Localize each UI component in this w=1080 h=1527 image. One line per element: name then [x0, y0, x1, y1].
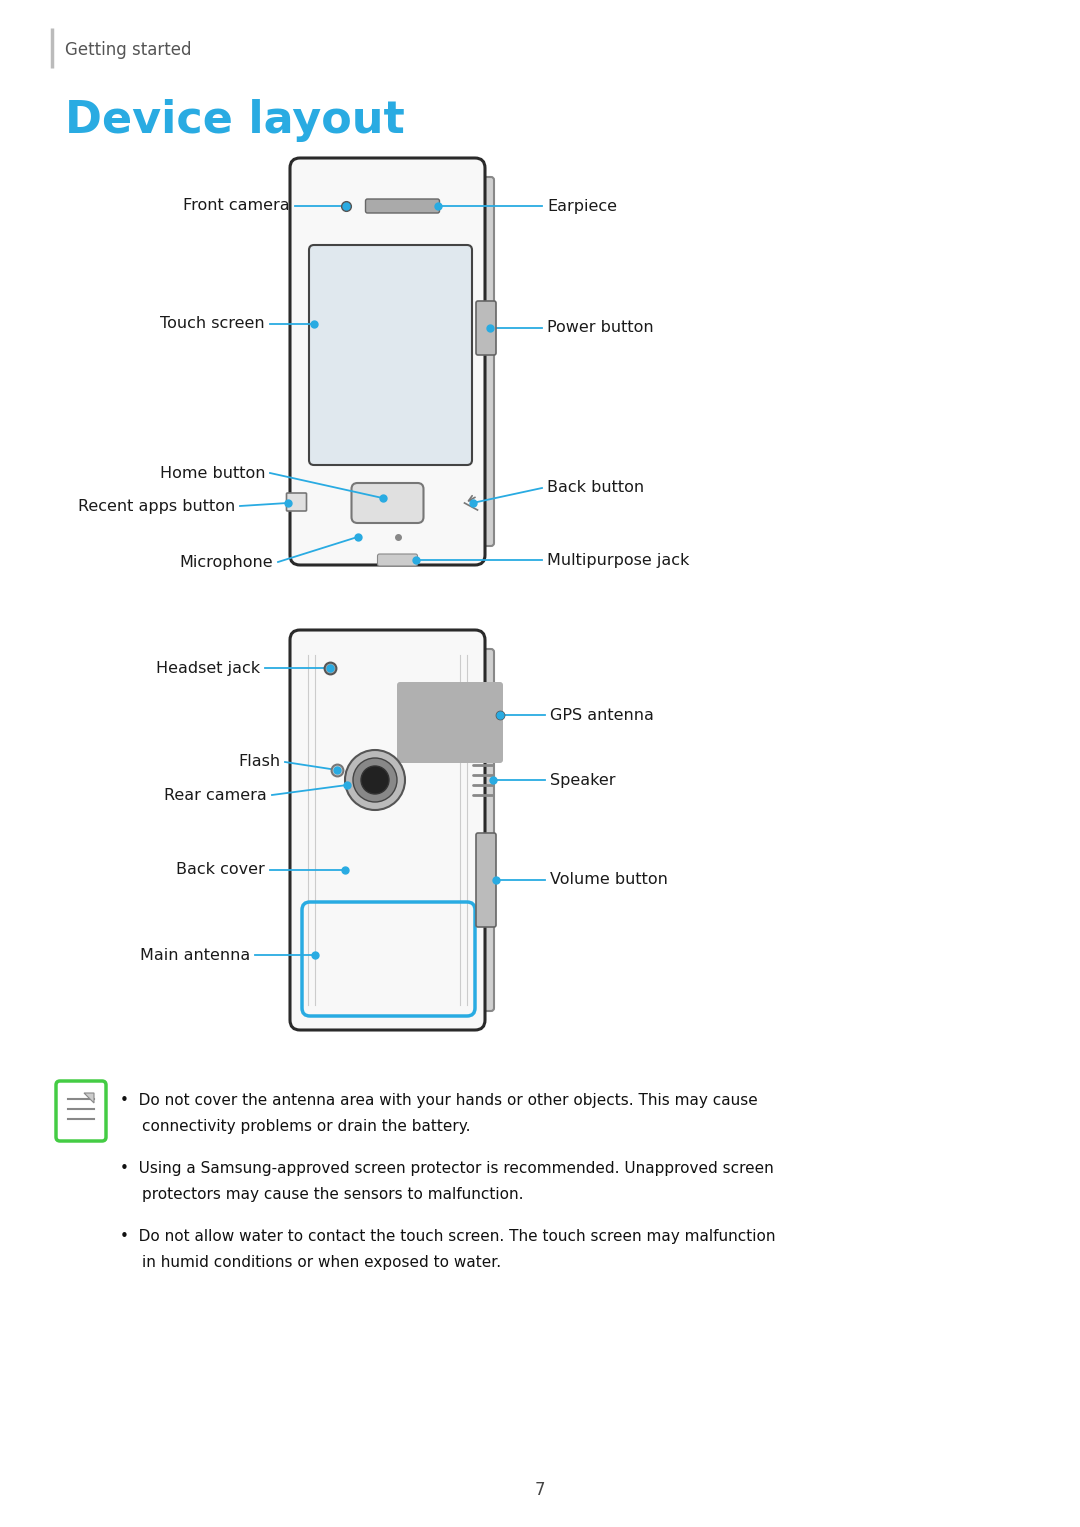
- Text: Flash: Flash: [238, 754, 280, 770]
- Text: •  Do not allow water to contact the touch screen. The touch screen may malfunct: • Do not allow water to contact the touc…: [120, 1229, 775, 1243]
- FancyBboxPatch shape: [476, 834, 496, 927]
- FancyBboxPatch shape: [470, 649, 494, 1011]
- Text: Back button: Back button: [546, 481, 644, 495]
- Text: protectors may cause the sensors to malfunction.: protectors may cause the sensors to malf…: [141, 1186, 524, 1202]
- Text: GPS antenna: GPS antenna: [550, 707, 653, 722]
- FancyBboxPatch shape: [309, 244, 472, 466]
- Circle shape: [353, 757, 397, 802]
- FancyBboxPatch shape: [476, 301, 496, 354]
- FancyBboxPatch shape: [351, 483, 423, 524]
- FancyBboxPatch shape: [291, 157, 485, 565]
- Text: in humid conditions or when exposed to water.: in humid conditions or when exposed to w…: [141, 1255, 501, 1269]
- Text: Speaker: Speaker: [550, 773, 616, 788]
- Text: •  Do not cover the antenna area with your hands or other objects. This may caus: • Do not cover the antenna area with you…: [120, 1092, 758, 1107]
- FancyBboxPatch shape: [378, 554, 418, 567]
- Text: Home button: Home button: [160, 466, 265, 481]
- Text: Main antenna: Main antenna: [139, 947, 249, 962]
- Polygon shape: [84, 1093, 94, 1102]
- Text: Microphone: Microphone: [179, 554, 273, 570]
- Circle shape: [345, 750, 405, 809]
- FancyBboxPatch shape: [56, 1081, 106, 1141]
- Circle shape: [361, 767, 389, 794]
- Text: Power button: Power button: [546, 321, 653, 336]
- Text: Recent apps button: Recent apps button: [78, 498, 235, 513]
- Text: Earpiece: Earpiece: [546, 199, 617, 214]
- FancyBboxPatch shape: [365, 199, 440, 212]
- Text: •  Using a Samsung-approved screen protector is recommended. Unapproved screen: • Using a Samsung-approved screen protec…: [120, 1161, 773, 1176]
- Text: Rear camera: Rear camera: [164, 788, 267, 803]
- Text: Multipurpose jack: Multipurpose jack: [546, 553, 689, 568]
- Text: Touch screen: Touch screen: [160, 316, 265, 331]
- FancyBboxPatch shape: [286, 493, 307, 512]
- Text: connectivity problems or drain the battery.: connectivity problems or drain the batte…: [141, 1118, 471, 1133]
- Text: Headset jack: Headset jack: [156, 661, 260, 675]
- Text: Front camera: Front camera: [184, 199, 291, 214]
- Text: Getting started: Getting started: [65, 41, 191, 60]
- Text: 7: 7: [535, 1481, 545, 1500]
- Text: Device layout: Device layout: [65, 99, 405, 142]
- FancyBboxPatch shape: [291, 631, 485, 1031]
- Text: Volume button: Volume button: [550, 872, 667, 887]
- FancyBboxPatch shape: [470, 177, 494, 547]
- FancyBboxPatch shape: [397, 683, 503, 764]
- Text: Back cover: Back cover: [176, 863, 265, 878]
